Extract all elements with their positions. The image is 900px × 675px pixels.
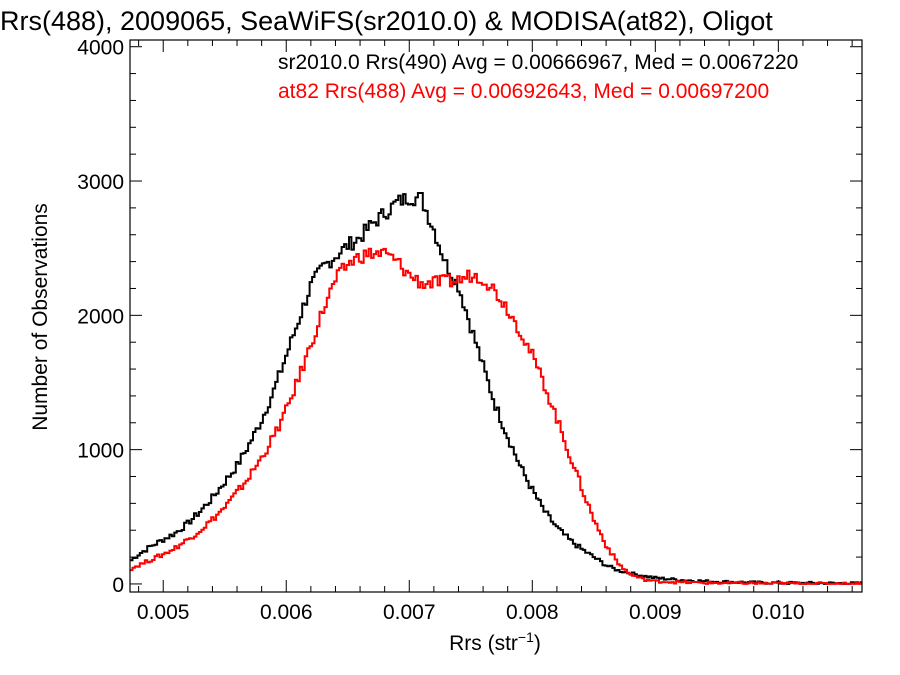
y-tick-label: 1000 [77,440,124,463]
x-tick-label: 0.008 [506,601,559,624]
y-tick-label: 3000 [77,171,124,194]
plot-frame [129,39,863,593]
y-tick-label: 4000 [77,37,124,60]
y-tick-label: 2000 [77,305,124,328]
x-axis-label: Rrs (str−1) [449,629,541,655]
y-tick-label: 0 [112,574,124,597]
x-tick-label: 0.005 [137,601,190,624]
x-tick-label: 0.007 [383,601,436,624]
legend-entry-black: sr2010.0 Rrs(490) Avg = 0.00666967, Med … [278,51,798,74]
chart-title: Rrs(488), 2009065, SeaWiFS(sr2010.0) & M… [0,6,773,36]
x-tick-label: 0.009 [629,601,682,624]
series-layer [130,192,862,585]
x-tick-label: 0.010 [752,601,805,624]
legend-entry-red: at82 Rrs(488) Avg = 0.00692643, Med = 0.… [278,80,769,103]
x-tick-label: 0.006 [260,601,313,624]
series-line-sr2010 [130,192,862,585]
series-line-at82 [130,247,862,585]
y-axis-label: Number of Observations [29,203,52,431]
axis-ticks: 0.005 0.006 0.007 0.008 0.009 0.010 0 1000 2000 3… [77,37,862,624]
